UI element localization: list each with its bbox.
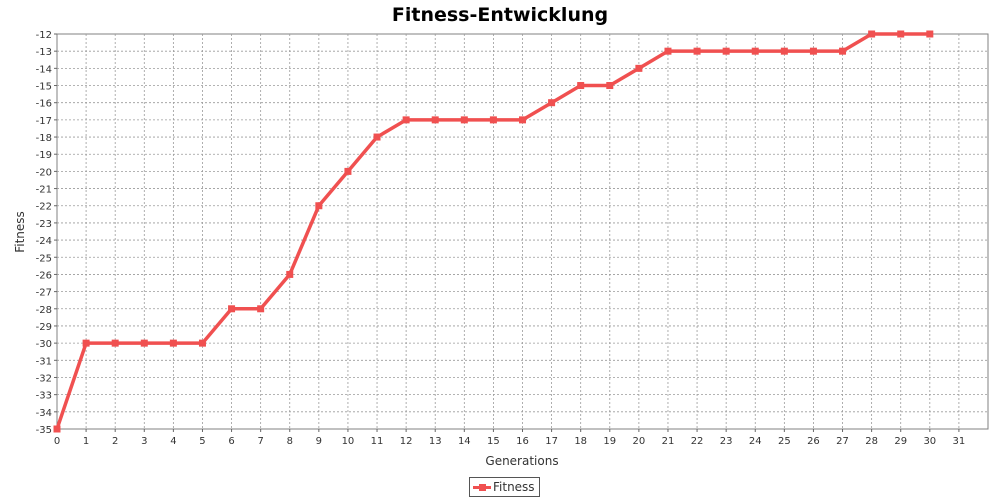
y-tick-label: -25 <box>36 253 52 264</box>
data-point <box>82 339 90 347</box>
x-tick-label: 31 <box>953 436 966 447</box>
data-point <box>780 47 788 55</box>
y-tick-label: -19 <box>36 150 52 161</box>
data-point <box>257 305 265 313</box>
x-tick-label: 12 <box>400 436 413 447</box>
data-point <box>460 116 468 124</box>
x-tick-label: 13 <box>429 436 442 447</box>
y-tick-label: -12 <box>36 30 52 41</box>
data-point <box>402 116 410 124</box>
y-tick-label: -17 <box>36 116 52 127</box>
y-tick-label: -15 <box>36 82 52 93</box>
y-tick-label: -28 <box>36 305 52 316</box>
chart-title: Fitness-Entwicklung <box>391 4 609 26</box>
y-tick-label: -22 <box>36 202 52 213</box>
x-tick-label: 2 <box>112 436 118 447</box>
x-tick-label: 8 <box>287 436 293 447</box>
data-point <box>140 339 148 347</box>
data-point <box>169 339 177 347</box>
data-point <box>228 305 236 313</box>
x-tick-label: 24 <box>749 436 762 447</box>
x-tick-label: 20 <box>633 436 646 447</box>
x-tick-label: 27 <box>836 436 849 447</box>
y-tick-label: -14 <box>36 64 52 75</box>
x-tick-label: 16 <box>516 436 529 447</box>
data-point <box>809 47 817 55</box>
y-tick-label: -13 <box>36 47 52 58</box>
data-point <box>431 116 439 124</box>
data-point <box>606 82 614 90</box>
y-tick-label: -23 <box>36 219 52 230</box>
x-tick-label: 28 <box>865 436 878 447</box>
legend: Fitness <box>469 477 540 497</box>
x-tick-label: 11 <box>371 436 384 447</box>
x-tick-label: 18 <box>574 436 587 447</box>
y-tick-label: -33 <box>36 391 52 402</box>
data-point <box>722 47 730 55</box>
y-tick-label: -34 <box>36 408 52 419</box>
x-tick-label: 0 <box>54 436 60 447</box>
data-point <box>286 270 294 278</box>
y-tick-label: -21 <box>36 185 52 196</box>
x-tick-label: 10 <box>342 436 355 447</box>
data-point <box>489 116 497 124</box>
x-tick-label: 1 <box>83 436 89 447</box>
data-point <box>111 339 119 347</box>
x-tick-label: 23 <box>720 436 733 447</box>
x-tick-label: 6 <box>228 436 234 447</box>
x-tick-label: 14 <box>458 436 471 447</box>
y-tick-label: -35 <box>36 425 52 436</box>
x-tick-label: 5 <box>199 436 205 447</box>
x-tick-label: 3 <box>141 436 147 447</box>
data-point <box>868 30 876 38</box>
legend-label-fitness: Fitness <box>493 480 535 494</box>
data-point <box>548 99 556 107</box>
data-point <box>198 339 206 347</box>
x-tick-label: 7 <box>257 436 263 447</box>
x-tick-label: 4 <box>170 436 176 447</box>
data-point <box>315 202 323 210</box>
x-tick-label: 30 <box>923 436 936 447</box>
data-point <box>635 64 643 72</box>
y-axis-label: Fitness <box>13 211 27 253</box>
y-tick-label: -20 <box>36 167 52 178</box>
y-tick-label: -31 <box>36 356 52 367</box>
data-point <box>926 30 934 38</box>
x-axis-label: Generations <box>485 454 558 468</box>
data-point <box>53 425 61 433</box>
x-tick-label: 25 <box>778 436 791 447</box>
data-point <box>897 30 905 38</box>
y-tick-label: -32 <box>36 373 52 384</box>
data-point <box>664 47 672 55</box>
y-tick-label: -24 <box>36 236 52 247</box>
x-tick-label: 21 <box>662 436 675 447</box>
y-tick-label: -16 <box>36 99 52 110</box>
x-tick-label: 9 <box>316 436 322 447</box>
x-tick-label: 22 <box>691 436 704 447</box>
data-point <box>373 133 381 141</box>
y-tick-label: -27 <box>36 288 52 299</box>
x-tick-label: 19 <box>603 436 616 447</box>
x-tick-label: 15 <box>487 436 500 447</box>
data-point <box>577 82 585 90</box>
y-tick-label: -18 <box>36 133 52 144</box>
y-tick-label: -26 <box>36 270 52 281</box>
data-point <box>344 167 352 175</box>
y-tick-label: -29 <box>36 322 52 333</box>
data-point <box>839 47 847 55</box>
y-tick-label: -30 <box>36 339 52 350</box>
x-tick-label: 29 <box>894 436 907 447</box>
legend-swatch-fitness <box>473 481 491 493</box>
data-point <box>751 47 759 55</box>
x-tick-label: 17 <box>545 436 558 447</box>
data-point <box>693 47 701 55</box>
data-point <box>519 116 526 124</box>
x-tick-label: 26 <box>807 436 820 447</box>
